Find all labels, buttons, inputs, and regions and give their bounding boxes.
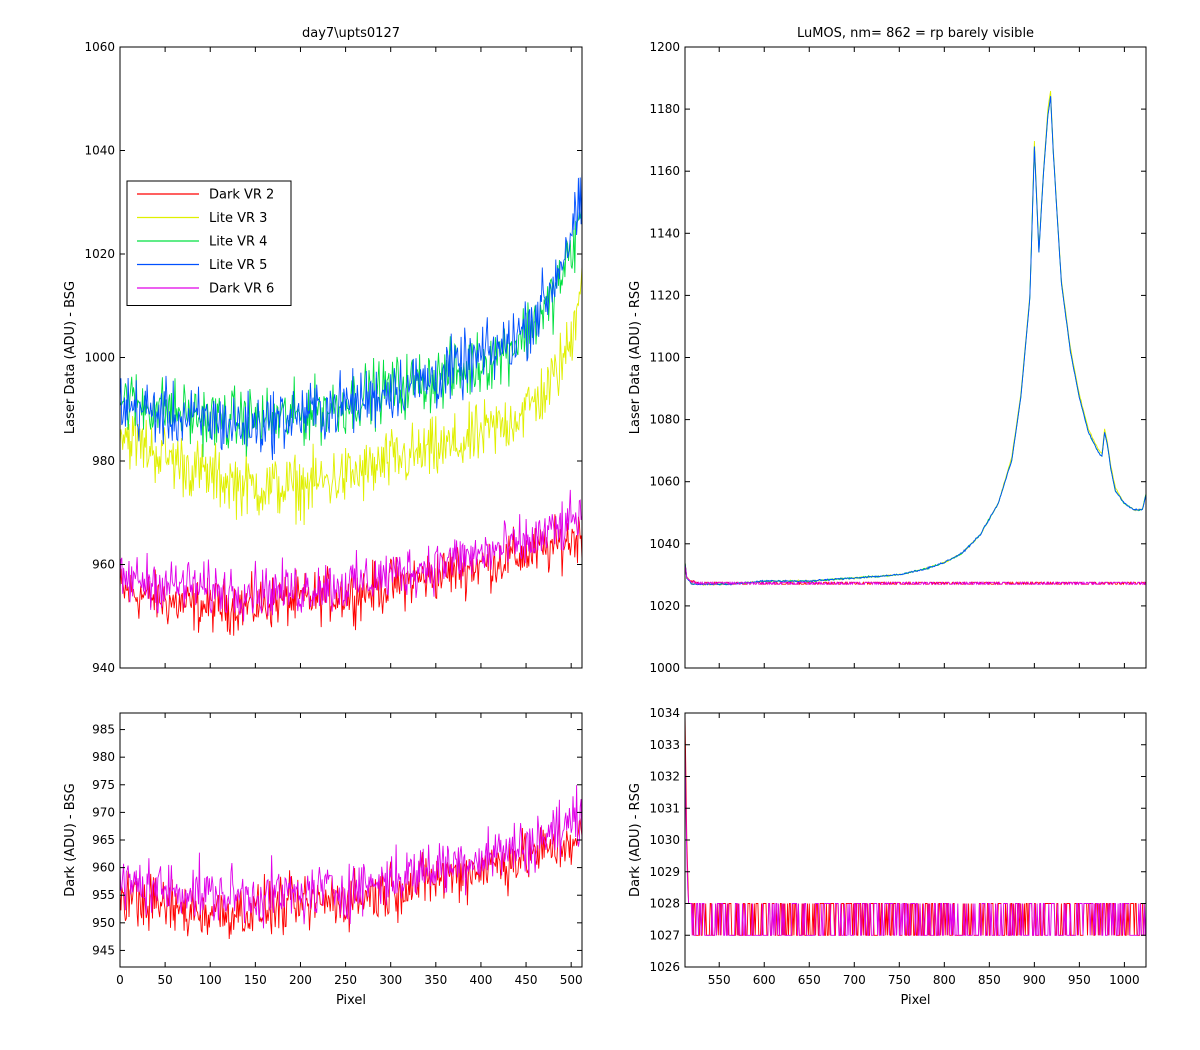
plot-area <box>685 47 1146 668</box>
x-tick-label: 800 <box>933 973 956 987</box>
y-tick-label: 1060 <box>84 40 115 54</box>
x-tick-label: 50 <box>157 973 172 987</box>
x-tick-label: 200 <box>289 973 312 987</box>
y-tick-label: 1000 <box>649 661 680 675</box>
y-tick-label: 980 <box>92 750 115 764</box>
series-line-2 <box>120 266 582 526</box>
y-tick-label: 1080 <box>649 413 680 427</box>
x-tick-label: 400 <box>469 973 492 987</box>
x-tick-label: 900 <box>1023 973 1046 987</box>
y-tick-label: 965 <box>92 833 115 847</box>
chart-title: day7\upts0127 <box>302 26 400 41</box>
x-tick-label: 100 <box>199 973 222 987</box>
y-tick-label: 1027 <box>649 928 680 942</box>
y-axis-label: Laser Data (ADU) - RSG <box>628 281 643 435</box>
legend-label: Dark VR 6 <box>209 282 274 297</box>
y-tick-label: 975 <box>92 778 115 792</box>
series-line-1 <box>120 818 582 940</box>
series-line-5 <box>120 489 582 622</box>
y-tick-label: 950 <box>92 916 115 930</box>
y-tick-label: 1100 <box>649 351 680 365</box>
series-line-1 <box>120 514 582 636</box>
y-tick-label: 1040 <box>649 537 680 551</box>
legend: Dark VR 2 Lite VR 3 Lite VR 4 Lite VR 5 Dark… <box>126 180 292 306</box>
chart-panel-4: 1026 1027 1028 1029 1030 1031 1032 1033 1034 550 6… <box>628 706 1147 1008</box>
y-tick-label: 1030 <box>649 833 680 847</box>
legend-label: Dark VR 2 <box>209 188 274 203</box>
x-tick-label: 650 <box>798 973 821 987</box>
y-tick-label: 1028 <box>649 897 680 911</box>
x-tick-label: 0 <box>116 973 124 987</box>
y-tick-label: 1040 <box>84 144 115 158</box>
x-tick-label: 700 <box>843 973 866 987</box>
chart-title: LuMOS, nm= 862 = rp barely visible <box>797 26 1034 41</box>
chart-panel-3: 945 950 955 960 965 970 975 980 985 0 50 100 150 200 2… <box>63 712 583 1008</box>
y-tick-label: 1033 <box>649 738 680 752</box>
y-tick-label: 1000 <box>84 351 115 365</box>
series-group <box>120 169 582 636</box>
y-tick-label: 1020 <box>649 599 680 613</box>
plot-area <box>120 47 582 668</box>
y-tick-label: 1034 <box>649 706 680 720</box>
x-tick-label: 500 <box>560 973 583 987</box>
x-tick-label: 850 <box>978 973 1001 987</box>
series-group <box>685 90 1146 586</box>
x-tick-label: 1000 <box>1109 973 1140 987</box>
series-line-5 <box>685 564 1146 586</box>
series-line-2 <box>120 785 582 929</box>
y-tick-label: 1029 <box>649 865 680 879</box>
y-tick-label: 970 <box>92 805 115 819</box>
y-axis-label: Dark (ADU) - BSG <box>63 783 78 897</box>
series-line-2 <box>685 744 1146 936</box>
x-tick-label: 750 <box>888 973 911 987</box>
y-tick-label: 1200 <box>649 40 680 54</box>
x-tick-label: 450 <box>515 973 538 987</box>
chart-panel-1: 940 960 980 1000 1020 1040 1060 day7\upts0127 La… <box>63 26 583 675</box>
y-tick-label: 960 <box>92 861 115 875</box>
x-axis-label: Pixel <box>900 993 930 1008</box>
y-tick-label: 1026 <box>649 960 680 974</box>
legend-label: Lite VR 3 <box>209 211 267 226</box>
y-tick-label: 955 <box>92 888 115 902</box>
x-tick-label: 550 <box>708 973 731 987</box>
y-tick-label: 945 <box>92 943 115 957</box>
x-axis-label: Pixel <box>336 993 366 1008</box>
y-axis-label: Dark (ADU) - RSG <box>628 783 643 897</box>
y-tick-label: 1140 <box>649 226 680 240</box>
series-group <box>120 785 582 940</box>
y-tick-label: 980 <box>92 454 115 468</box>
legend-label: Lite VR 5 <box>209 258 267 273</box>
y-tick-label: 1180 <box>649 102 680 116</box>
x-tick-label: 150 <box>244 973 267 987</box>
x-tick-label: 600 <box>753 973 776 987</box>
x-tick-label: 250 <box>334 973 357 987</box>
y-tick-label: 940 <box>92 661 115 675</box>
y-tick-label: 985 <box>92 723 115 737</box>
x-tick-label: 950 <box>1068 973 1091 987</box>
y-tick-label: 1020 <box>84 247 115 261</box>
y-tick-label: 960 <box>92 558 115 572</box>
y-tick-label: 1160 <box>649 164 680 178</box>
series-line-4 <box>685 96 1146 586</box>
y-axis-label: Laser Data (ADU) - BSG <box>63 281 78 434</box>
y-tick-label: 1120 <box>649 288 680 302</box>
y-tick-label: 1060 <box>649 475 680 489</box>
series-line-4 <box>120 169 582 461</box>
legend-label: Lite VR 4 <box>209 235 267 250</box>
legend-box <box>126 180 292 306</box>
chart-panel-2: 1000 1020 1040 1060 1080 1100 1120 1140 1160 1180… <box>628 26 1147 675</box>
x-tick-label: 350 <box>424 973 447 987</box>
plot-area <box>120 713 582 967</box>
y-tick-label: 1032 <box>649 770 680 784</box>
x-tick-label: 300 <box>379 973 402 987</box>
series-group <box>685 713 1146 936</box>
y-tick-label: 1031 <box>649 801 680 815</box>
